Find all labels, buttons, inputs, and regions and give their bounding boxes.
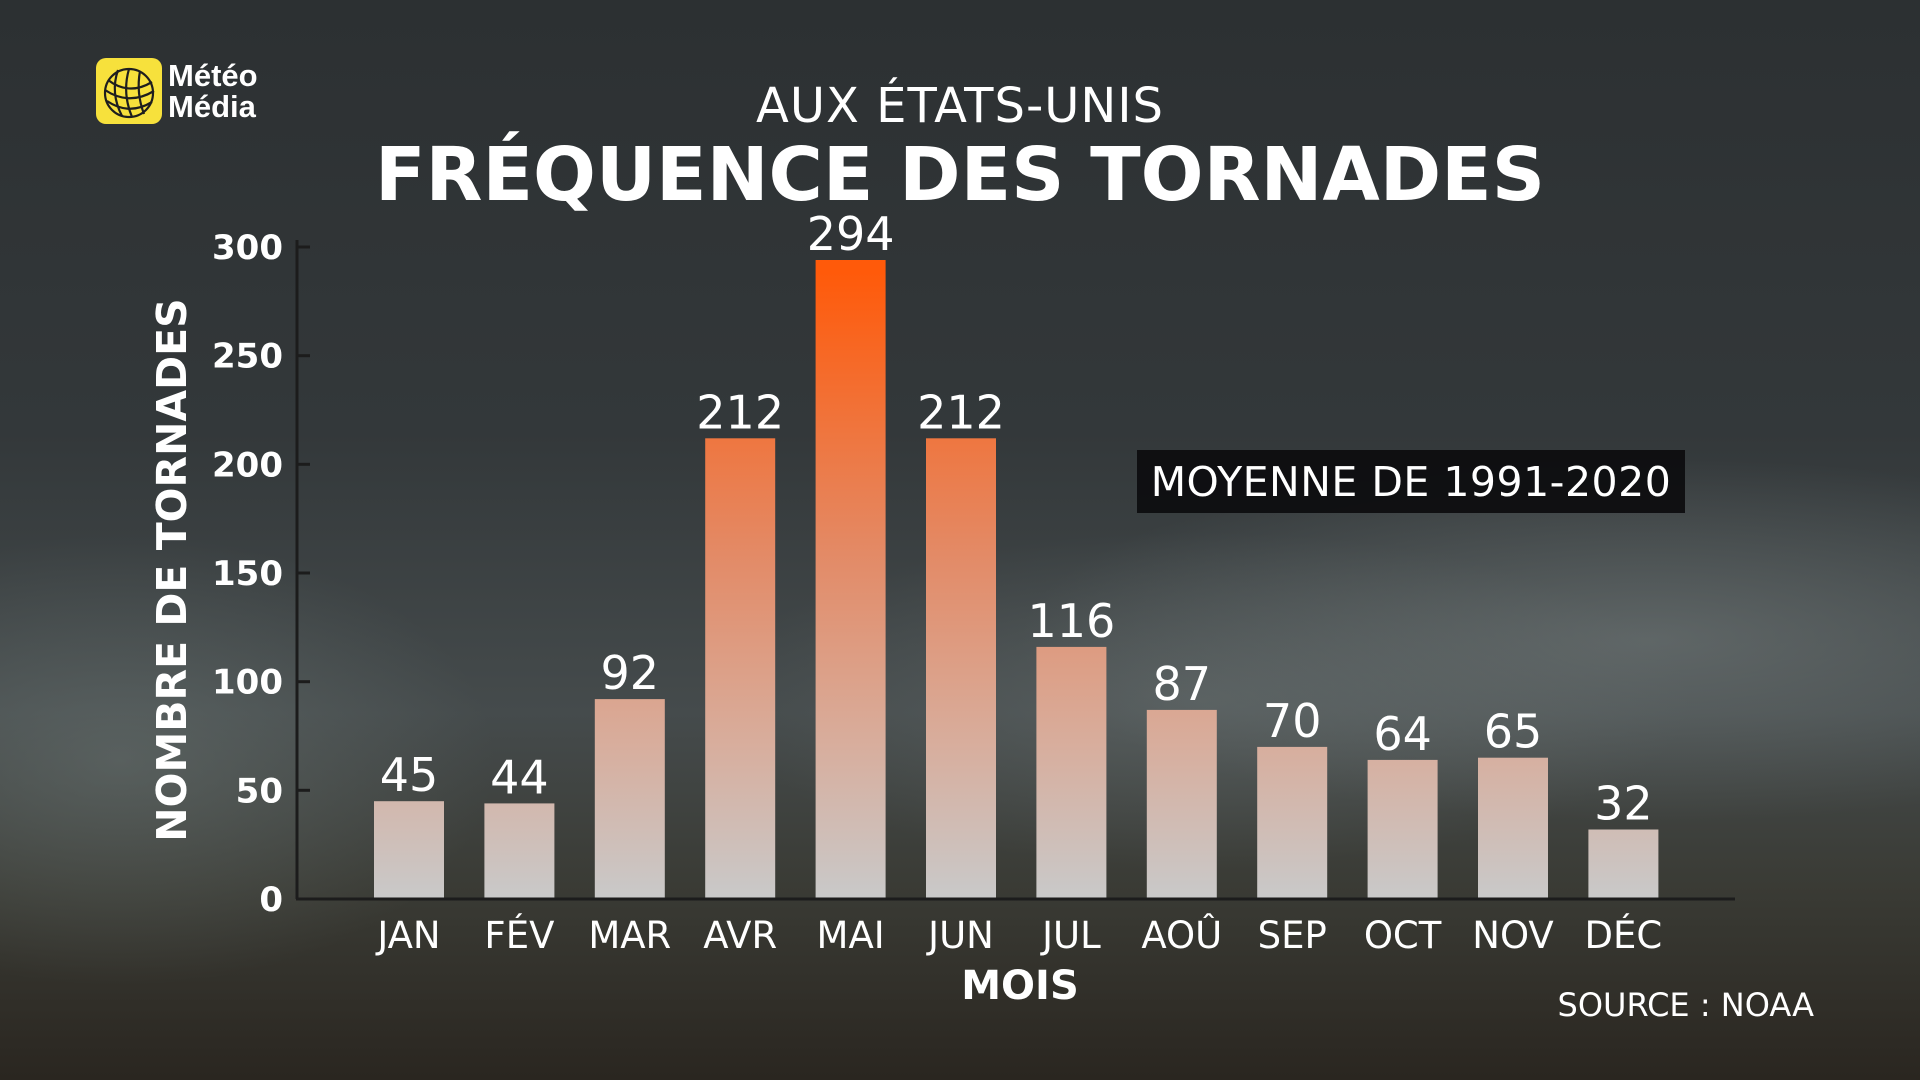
bar-avr bbox=[705, 438, 776, 899]
value-label: 92 bbox=[601, 646, 660, 700]
bar-mai bbox=[815, 260, 886, 899]
x-tick-label: AVR bbox=[703, 914, 777, 957]
x-tick-label: MAI bbox=[817, 914, 885, 957]
x-tick-label: JAN bbox=[375, 914, 440, 957]
bars-group bbox=[374, 260, 1659, 899]
bar-sep bbox=[1257, 746, 1328, 899]
x-axis-label: MOIS bbox=[961, 963, 1079, 1009]
y-tick-label: 50 bbox=[236, 771, 283, 811]
bar-oct bbox=[1367, 759, 1438, 899]
x-tick-label: MAR bbox=[588, 914, 671, 957]
y-tick-label: 150 bbox=[212, 554, 283, 594]
x-tick-label: SEP bbox=[1258, 914, 1327, 957]
y-axis-label: NOMBRE DE TORNADES bbox=[148, 298, 196, 841]
bar-fév bbox=[484, 803, 555, 899]
value-label: 65 bbox=[1484, 705, 1543, 759]
value-label: 32 bbox=[1594, 777, 1653, 831]
value-label: 212 bbox=[696, 385, 784, 439]
chart-title: FRÉQUENCE DES TORNADES bbox=[374, 132, 1546, 218]
y-tick-label: 100 bbox=[212, 663, 283, 703]
y-tick-label: 300 bbox=[212, 228, 283, 268]
source-credit: SOURCE : NOAA bbox=[1557, 986, 1814, 1024]
value-label: 294 bbox=[807, 207, 895, 261]
bar-mar bbox=[594, 699, 665, 899]
period-note-badge: MOYENNE DE 1991-2020 bbox=[1137, 450, 1685, 513]
y-tick-label: 250 bbox=[212, 337, 283, 377]
logo-word-media: Média bbox=[168, 89, 256, 124]
logo-word-meteo: Météo bbox=[168, 58, 258, 93]
x-tick-label: FÉV bbox=[484, 913, 554, 957]
value-label: 44 bbox=[490, 750, 549, 804]
value-label: 70 bbox=[1263, 694, 1322, 748]
x-tick-label: OCT bbox=[1364, 914, 1442, 957]
value-label: 116 bbox=[1027, 594, 1115, 648]
x-tick-label: JUL bbox=[1040, 914, 1101, 957]
value-label: 212 bbox=[917, 385, 1005, 439]
value-labels-group: 45 44 92 212 294 212 116 87 70 64 65 32 bbox=[380, 207, 1653, 831]
globe-logo-icon bbox=[96, 58, 162, 124]
y-tick-labels-group: 0 50 100 150 200 250 300 bbox=[212, 228, 310, 920]
meteomedia-logo: Météo Média bbox=[96, 58, 276, 126]
bar-jun bbox=[926, 438, 996, 899]
bar-nov bbox=[1478, 757, 1548, 899]
bar-déc bbox=[1588, 829, 1659, 899]
period-note-text: MOYENNE DE 1991-2020 bbox=[1150, 457, 1672, 506]
value-label: 64 bbox=[1373, 707, 1432, 761]
x-tick-label: AOÛ bbox=[1141, 913, 1222, 957]
x-tick-label: JUN bbox=[926, 914, 994, 957]
bar-aoû bbox=[1146, 709, 1217, 899]
bar-jan bbox=[374, 801, 444, 899]
chart-subtitle: AUX ÉTATS-UNIS bbox=[756, 78, 1164, 134]
value-label: 45 bbox=[380, 748, 439, 802]
y-tick-label: 0 bbox=[259, 880, 283, 920]
x-tick-label: NOV bbox=[1472, 914, 1553, 957]
bar-jul bbox=[1036, 646, 1107, 899]
y-tick-label: 200 bbox=[212, 445, 283, 485]
x-tick-label: DÉC bbox=[1585, 913, 1663, 957]
x-tick-labels-group: JAN FÉV MAR AVR MAI JUN JUL AOÛ SEP OCT NOV DÉC bbox=[375, 913, 1662, 957]
value-label: 87 bbox=[1153, 657, 1212, 711]
